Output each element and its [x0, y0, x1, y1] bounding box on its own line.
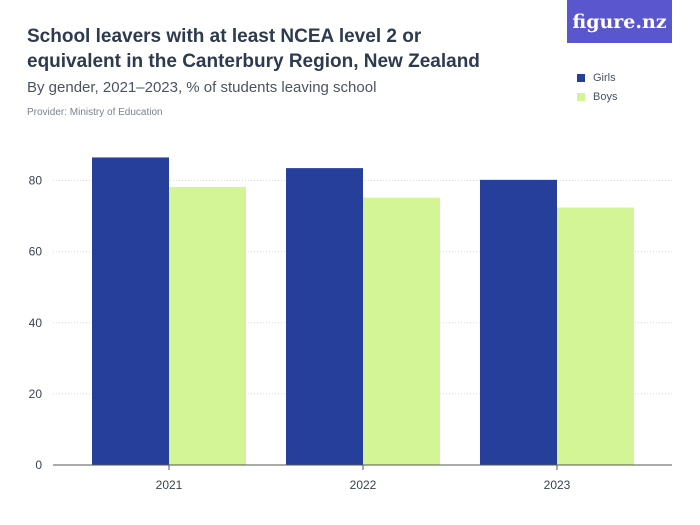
y-tick-label: 0 [35, 458, 42, 472]
bar-boys-2022[interactable] [363, 197, 440, 465]
legend-item-girls: Girls [577, 68, 617, 87]
chart-subtitle: By gender, 2021–2023, % of students leav… [27, 79, 377, 96]
y-tick-label: 40 [29, 316, 43, 330]
legend-label-girls: Girls [593, 71, 616, 84]
x-tick-label: 2021 [156, 478, 183, 492]
legend-label-boys: Boys [593, 90, 618, 103]
figure-nz-logo[interactable]: figure.nz [567, 0, 672, 43]
y-tick-label: 80 [29, 174, 43, 188]
y-tick-label: 20 [29, 387, 43, 401]
legend-item-boys: Boys [577, 87, 617, 106]
bar-boys-2021[interactable] [169, 186, 246, 465]
x-tick-label: 2022 [350, 478, 377, 492]
legend: Girls Boys [577, 68, 617, 106]
bar-boys-2023[interactable] [557, 207, 634, 466]
data-provider: Provider: Ministry of Education [27, 107, 163, 118]
chart-title: School leavers with at least NCEA level … [27, 26, 480, 72]
bar-girls-2023[interactable] [480, 179, 557, 465]
x-tick-label: 2023 [544, 478, 571, 492]
bar-girls-2021[interactable] [92, 157, 169, 465]
y-tick-label: 60 [29, 245, 43, 259]
legend-swatch-girls [577, 73, 585, 82]
legend-swatch-boys [577, 92, 585, 101]
bar-girls-2022[interactable] [286, 168, 363, 465]
